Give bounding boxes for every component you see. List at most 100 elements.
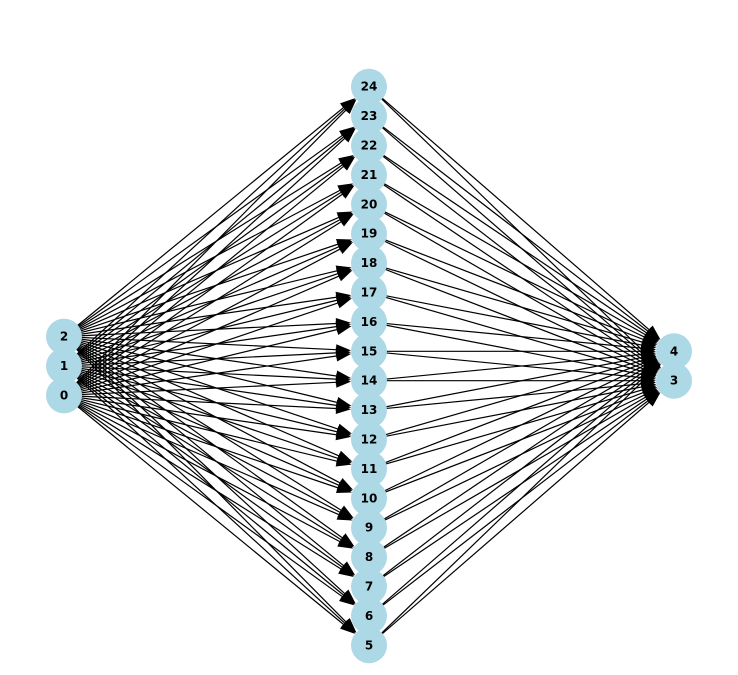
edge-21-to-4 <box>369 175 658 342</box>
edge-24-to-4 <box>369 87 660 340</box>
edge-line <box>64 395 336 408</box>
node-label: 7 <box>365 580 373 594</box>
edge-1-to-8 <box>64 366 354 548</box>
edge-8-to-3 <box>369 390 658 557</box>
edge-line <box>369 402 649 645</box>
node-24: 24 <box>351 69 387 105</box>
edge-line <box>369 397 645 557</box>
edge-13-to-3 <box>369 378 656 410</box>
edge-0-to-10 <box>64 395 352 493</box>
edge-line <box>64 194 342 395</box>
edge-line <box>369 204 645 364</box>
edge-19-to-3 <box>369 234 658 373</box>
edge-line <box>369 351 641 377</box>
node-label: 11 <box>361 462 378 476</box>
edge-7-to-3 <box>369 391 659 587</box>
edge-line <box>64 395 341 569</box>
edge-23-to-3 <box>369 116 660 369</box>
edge-line <box>369 263 643 369</box>
edge-line <box>369 175 645 335</box>
edge-1-to-7 <box>64 366 354 576</box>
node-label: 3 <box>670 374 678 388</box>
edge-line <box>64 337 342 538</box>
edge-line <box>64 190 340 336</box>
edge-10-to-3 <box>369 387 657 498</box>
edge-line <box>369 234 643 340</box>
edge-21-to-3 <box>369 175 659 371</box>
edge-line <box>64 165 342 366</box>
node-label: 16 <box>361 315 378 329</box>
node-label: 6 <box>365 609 373 623</box>
node-label: 18 <box>361 256 378 270</box>
edge-9-to-4 <box>369 360 658 527</box>
edge-line <box>369 393 643 499</box>
edge-10-to-4 <box>369 359 658 498</box>
edge-line <box>369 387 642 440</box>
edge-2-to-22 <box>64 155 354 337</box>
edge-line <box>64 192 341 366</box>
edge-line <box>64 274 338 366</box>
edge-line <box>369 354 641 380</box>
edge-line <box>64 110 346 395</box>
edge-line <box>64 337 346 622</box>
edge-8-to-4 <box>369 361 659 557</box>
node-label: 20 <box>361 197 378 211</box>
node-label: 9 <box>365 521 373 535</box>
edge-line <box>64 135 342 336</box>
edge-line <box>64 366 341 540</box>
edge-line <box>369 293 642 346</box>
edge-line <box>64 395 342 596</box>
edge-line <box>64 366 340 512</box>
edge-20-to-3 <box>369 204 658 371</box>
edge-line <box>369 401 648 616</box>
edge-1-to-5 <box>64 366 356 633</box>
node-label: 23 <box>361 109 378 123</box>
edge-line <box>369 87 649 330</box>
node-label: 5 <box>365 638 373 652</box>
edge-line <box>64 395 339 514</box>
edge-line <box>64 323 336 336</box>
edge-18-to-3 <box>369 263 657 374</box>
node-label: 22 <box>361 139 378 153</box>
edge-16-to-4 <box>369 322 656 354</box>
edge-line <box>64 337 341 511</box>
edge-line <box>369 363 643 469</box>
edge-2-to-19 <box>64 239 352 337</box>
node-label: 12 <box>361 433 378 447</box>
edge-line <box>64 366 342 567</box>
edge-line <box>369 371 648 586</box>
node-2: 2 <box>46 319 82 355</box>
edge-line <box>64 217 339 336</box>
node-label: 13 <box>361 403 378 417</box>
edge-line <box>369 116 648 331</box>
edge-6-to-4 <box>369 363 660 616</box>
edge-5-to-3 <box>369 392 660 645</box>
edge-line <box>369 395 644 528</box>
edge-2-to-5 <box>64 337 356 633</box>
node-label: 24 <box>361 80 378 94</box>
edge-line <box>64 366 345 623</box>
edge-line <box>369 368 645 528</box>
node-label: 10 <box>361 491 378 505</box>
node-label: 1 <box>60 359 68 373</box>
edge-line <box>369 322 641 348</box>
edge-22-to-4 <box>369 146 659 342</box>
edge-line <box>64 220 340 366</box>
node-label: 2 <box>60 330 68 344</box>
node-label: 0 <box>60 388 68 402</box>
edge-line <box>64 109 345 366</box>
edge-line <box>369 116 649 359</box>
edge-2-to-6 <box>64 337 356 604</box>
node-4: 4 <box>656 333 692 369</box>
node-label: 14 <box>361 374 378 388</box>
edge-arrowhead <box>336 397 352 408</box>
node-label: 8 <box>365 550 373 564</box>
edge-line <box>64 395 340 541</box>
node-label: 4 <box>670 344 678 358</box>
node-label: 19 <box>361 227 378 241</box>
edge-line <box>369 175 647 362</box>
edge-line <box>64 222 341 396</box>
node-label: 15 <box>361 344 378 358</box>
edge-line <box>369 373 649 616</box>
